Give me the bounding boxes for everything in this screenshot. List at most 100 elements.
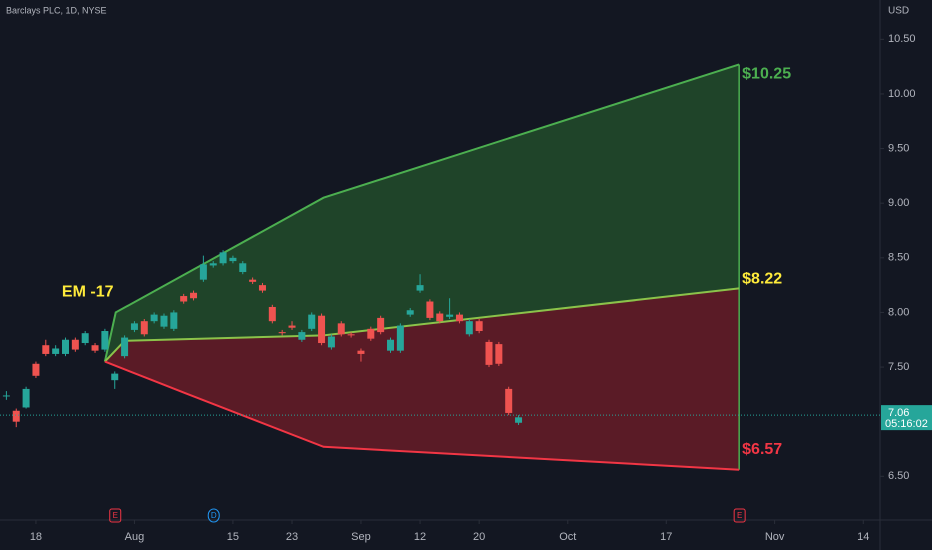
candle-body — [515, 417, 523, 423]
candle-body — [367, 328, 375, 339]
candle — [32, 361, 40, 378]
event-label: E — [113, 511, 118, 520]
x-tick-label: 18 — [30, 531, 42, 543]
expected-move-title: EM -17 — [62, 284, 114, 301]
candle — [505, 386, 513, 416]
candle — [91, 343, 99, 353]
candle-body — [475, 321, 483, 332]
candle-body — [347, 334, 355, 336]
candle-body — [446, 314, 454, 317]
candle-body — [377, 317, 385, 333]
candle-body — [209, 263, 217, 266]
candle — [170, 310, 178, 332]
candle-body — [160, 315, 168, 327]
x-tick-label: 14 — [857, 531, 869, 543]
candle-body — [485, 341, 493, 365]
candle — [219, 250, 227, 266]
candle — [278, 329, 286, 336]
candle — [268, 304, 276, 324]
candle-body — [426, 301, 434, 318]
candle-body — [465, 321, 473, 335]
candle-body — [416, 285, 424, 291]
candle — [416, 274, 424, 293]
y-tick-label: 10.50 — [888, 33, 916, 45]
candle-body — [337, 323, 345, 335]
x-tick-label: 23 — [286, 531, 298, 543]
candle — [52, 345, 60, 357]
candle-body — [495, 344, 503, 364]
candle — [298, 329, 306, 342]
expected-move-line — [104, 360, 740, 471]
candle — [160, 313, 168, 329]
candle — [111, 371, 119, 389]
candle — [465, 318, 473, 337]
candle — [12, 408, 20, 428]
candle-body — [249, 279, 257, 282]
y-tick-label: 9.50 — [888, 142, 909, 154]
candle-body — [199, 264, 207, 280]
candle — [81, 331, 89, 346]
candle — [130, 321, 138, 333]
current-price-label: 7.06 — [888, 407, 909, 419]
candle — [377, 315, 385, 335]
candle-body — [32, 363, 40, 376]
event-label: E — [737, 511, 742, 520]
candle — [436, 311, 444, 324]
candle-body — [52, 348, 60, 354]
current-price-box — [881, 405, 932, 431]
candle — [42, 339, 50, 357]
candle — [288, 321, 296, 330]
candle-body — [308, 314, 316, 329]
expected-move-label: $6.57 — [742, 441, 782, 458]
candle-body — [327, 336, 335, 348]
candle-body — [81, 333, 89, 344]
candle-body — [298, 332, 306, 340]
event-marker — [733, 508, 746, 523]
candle — [71, 337, 79, 352]
candle-body — [229, 257, 237, 262]
candle-body — [101, 331, 109, 350]
candle-body — [318, 315, 326, 344]
candle — [455, 312, 463, 324]
candle — [318, 313, 326, 346]
expected-move-label: $8.22 — [742, 271, 782, 288]
x-tick-label: 15 — [227, 531, 239, 543]
candle — [396, 323, 404, 353]
candle — [209, 261, 217, 268]
candle — [495, 341, 503, 366]
candle — [475, 318, 483, 334]
candle-body — [130, 323, 138, 330]
candle-body — [91, 345, 99, 351]
candle — [446, 298, 454, 319]
y-tick-label: 8.50 — [888, 252, 909, 264]
y-tick-label: 8.00 — [888, 306, 909, 318]
candle-body — [42, 345, 50, 354]
candle — [387, 337, 395, 353]
x-tick-label: 12 — [414, 531, 426, 543]
candle — [347, 332, 355, 338]
event-marker — [109, 508, 122, 523]
candle — [199, 255, 207, 282]
y-tick-label: 6.50 — [888, 470, 909, 482]
x-tick-label: Oct — [559, 531, 576, 543]
candle-body — [505, 388, 513, 413]
y-tick-label: 9.00 — [888, 197, 909, 209]
candle-body — [278, 332, 286, 334]
event-label: D — [211, 511, 217, 520]
candle — [61, 337, 69, 357]
candle-body — [406, 310, 414, 315]
candle — [121, 335, 129, 359]
candle-body — [258, 285, 266, 291]
x-tick-label: Sep — [351, 531, 371, 543]
candle-body — [288, 325, 296, 328]
candle-body — [436, 313, 444, 322]
candle — [406, 308, 414, 317]
candle — [426, 299, 434, 321]
candle — [485, 339, 493, 368]
candle-body — [111, 373, 119, 381]
candle-body — [387, 339, 395, 351]
candle — [367, 326, 375, 341]
y-tick-label: 10.00 — [888, 88, 916, 100]
